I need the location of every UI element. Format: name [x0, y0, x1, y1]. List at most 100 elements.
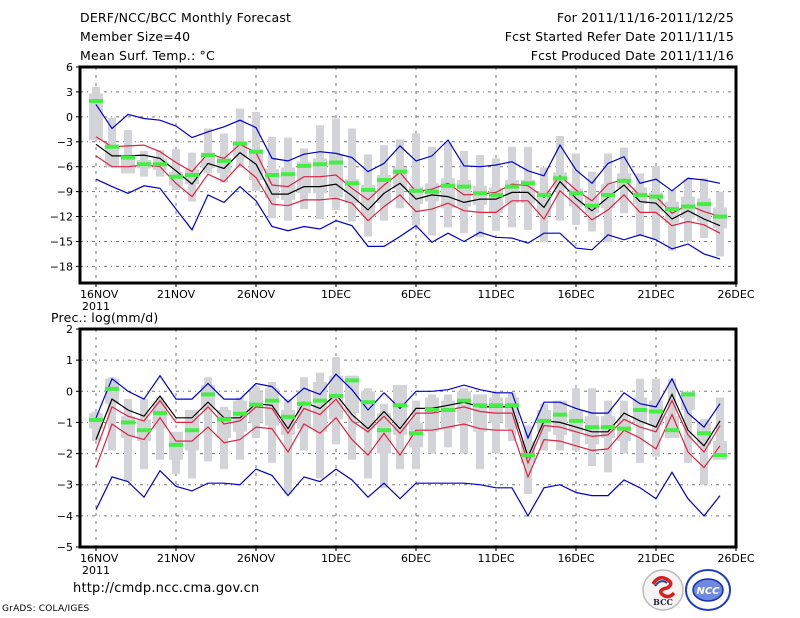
- precipitation-whisker-bar: [204, 377, 212, 462]
- temperature-outer-lower-line: [95, 178, 721, 260]
- forecast-produced-date: Fcst Produced Date 2011/11/16: [530, 48, 734, 63]
- precipitation-whisker-bar: [124, 399, 132, 482]
- temperature-y-tick-label: 0: [66, 111, 73, 124]
- precipitation-ensemble-mean-line: [95, 392, 721, 459]
- precipitation-y-tick-label: −2: [57, 448, 73, 461]
- precipitation-obs-marker: [345, 378, 359, 383]
- temperature-x-tick-label: 1DEC: [321, 288, 351, 301]
- precipitation-x-tick-label: 21DEC: [637, 552, 674, 565]
- precipitation-x-tick-label: 21NOV: [157, 552, 196, 565]
- temperature-obs-marker: [473, 191, 487, 196]
- temperature-obs-marker: [217, 158, 231, 163]
- temperature-box: [297, 161, 311, 194]
- precipitation-obs-marker: [665, 428, 679, 433]
- precipitation-x-year-label: 2011: [82, 564, 110, 577]
- precipitation-y-tick-label: 2: [66, 323, 73, 336]
- precipitation-box: [233, 400, 247, 432]
- bcc-logo-text: BCC: [653, 597, 673, 607]
- temperature-x-tick-label: 26DEC: [717, 288, 754, 301]
- temperature-whisker-bar: [108, 117, 116, 168]
- temperature-whisker-bar: [412, 133, 420, 226]
- temperature-inner-upper-line: [95, 136, 721, 218]
- precipitation-obs-marker: [217, 417, 231, 422]
- temperature-obs-marker: [233, 141, 247, 146]
- temperature-obs-marker: [345, 181, 359, 186]
- precipitation-box: [585, 416, 599, 445]
- precipitation-outer-upper-line: [95, 373, 721, 440]
- precipitation-x-tick-label: 26DEC: [717, 552, 754, 565]
- precipitation-obs-marker: [105, 386, 119, 391]
- temperature-box: [313, 158, 327, 194]
- precipitation-obs-marker: [425, 407, 439, 412]
- temperature-whisker-bar: [124, 130, 132, 174]
- precipitation-x-tick-label: 16DEC: [557, 552, 594, 565]
- precipitation-obs-marker: [537, 418, 551, 423]
- precipitation-outer-lower-line: [95, 468, 721, 518]
- temperature-obs-marker: [665, 207, 679, 212]
- precipitation-whisker-bar: [476, 399, 484, 470]
- bcc-logo-swirl-blue: [654, 580, 668, 587]
- ncc-logo-text: NCC: [696, 586, 720, 597]
- precipitation-obs-marker: [601, 425, 615, 430]
- temperature-outer-upper-line: [95, 104, 721, 192]
- ncc-logo-globe: [692, 578, 724, 602]
- temperature-obs-marker: [121, 155, 135, 160]
- temperature-whisker-bar: [348, 128, 356, 222]
- precipitation-box: [553, 400, 567, 435]
- temperature-whisker-bar: [172, 149, 180, 190]
- precipitation-obs-marker: [521, 453, 535, 458]
- temperature-obs-marker: [137, 162, 151, 167]
- temperature-y-tick-label: 6: [66, 61, 73, 74]
- temperature-x-tick-label: 16NOV: [80, 288, 119, 301]
- temperature-whisker-bar: [236, 108, 244, 168]
- precipitation-obs-marker: [265, 398, 279, 403]
- precipitation-y-tick-label: −4: [57, 510, 73, 523]
- precipitation-box: [393, 385, 407, 435]
- temperature-y-tick-label: 3: [66, 86, 73, 99]
- temperature-whisker-bar: [636, 173, 644, 237]
- temperature-ensemble-mean-line: [95, 143, 721, 227]
- precipitation-box: [441, 400, 455, 429]
- precipitation-obs-marker: [329, 393, 343, 398]
- precipitation-y-tick-label: 1: [66, 354, 73, 367]
- temperature-box: [569, 188, 583, 207]
- temperature-x-tick-label: 21NOV: [157, 288, 196, 301]
- precipitation-obs-marker: [457, 398, 471, 403]
- temperature-x-tick-label: 16DEC: [557, 288, 594, 301]
- precipitation-obs-marker: [569, 418, 583, 423]
- temperature-obs-marker: [649, 194, 663, 199]
- temperature-obs-marker: [553, 176, 567, 181]
- temperature-obs-marker: [457, 184, 471, 189]
- temperature-obs-marker: [521, 181, 535, 186]
- temperature-obs-marker: [105, 144, 119, 149]
- temperature-obs-marker: [713, 214, 727, 219]
- precipitation-obs-marker: [201, 392, 215, 397]
- temperature-y-tick-label: −6: [57, 161, 73, 174]
- forecast-period: For 2011/11/16-2011/12/25: [556, 10, 734, 25]
- temperature-y-tick-label: −9: [57, 186, 73, 199]
- temperature-obs-marker: [489, 192, 503, 197]
- source-url[interactable]: http://cmdp.ncc.cma.gov.cn: [73, 581, 260, 596]
- precipitation-obs-marker: [249, 402, 263, 407]
- temperature-obs-marker: [313, 162, 327, 167]
- precipitation-obs-marker: [697, 431, 711, 436]
- temperature-y-tick-label: −3: [57, 136, 73, 149]
- precipitation-plot-frame: [78, 327, 738, 549]
- precipitation-obs-marker: [393, 403, 407, 408]
- precipitation-obs-marker: [617, 426, 631, 431]
- precipitation-whisker-bar: [108, 377, 116, 451]
- top-variable-label: Mean Surf. Temp.: °C: [80, 48, 215, 63]
- precipitation-obs-marker: [505, 403, 519, 408]
- precipitation-box: [265, 388, 279, 426]
- bcc-logo: BCC: [642, 569, 684, 611]
- precipitation-box: [297, 391, 311, 429]
- precipitation-whisker-bar: [364, 388, 372, 479]
- temperature-inner-lower-line: [95, 155, 721, 234]
- precipitation-obs-marker: [153, 411, 167, 416]
- temperature-obs-marker: [281, 172, 295, 177]
- temperature-obs-marker: [361, 187, 375, 192]
- precipitation-obs-marker: [297, 401, 311, 406]
- precipitation-obs-marker: [185, 428, 199, 433]
- temperature-obs-marker: [393, 169, 407, 174]
